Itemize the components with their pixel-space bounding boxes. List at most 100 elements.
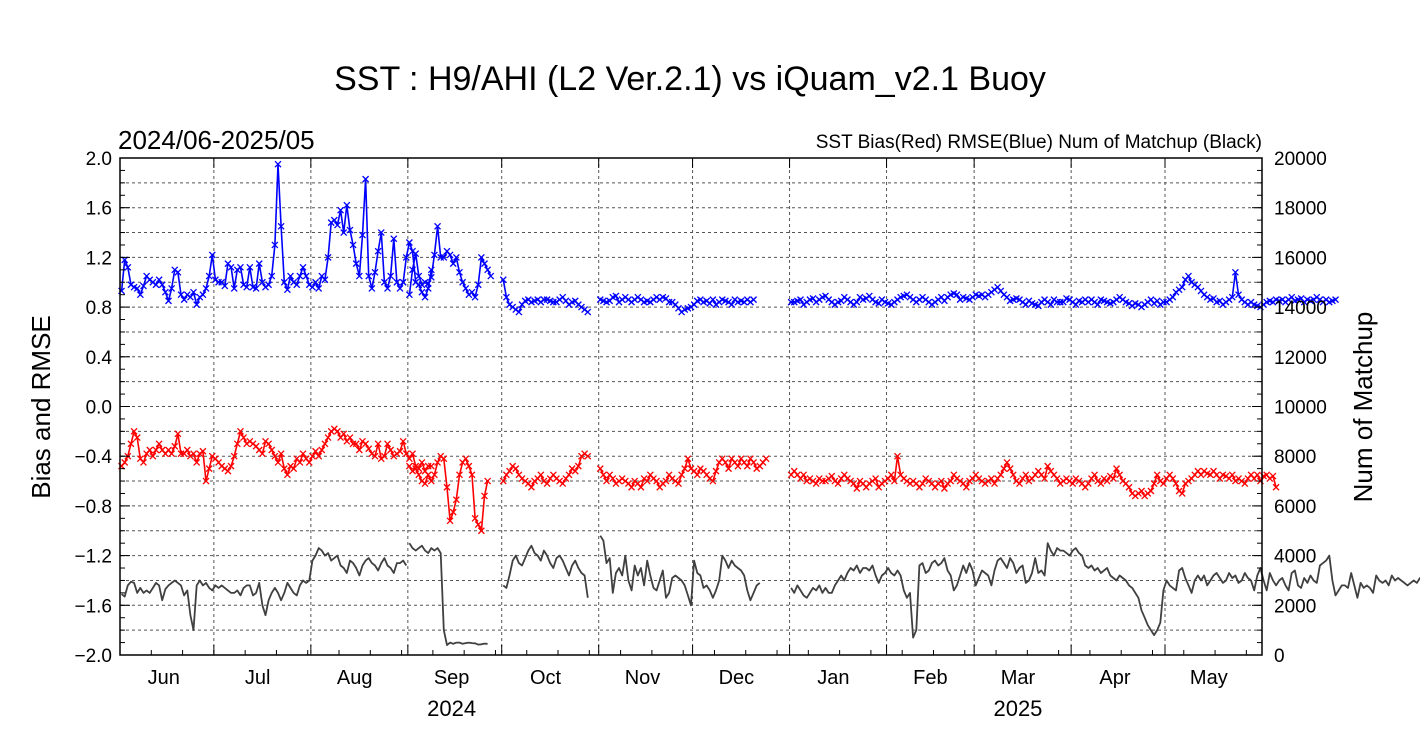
data-point [662,477,670,485]
data-point [962,483,970,491]
data-point [762,455,770,463]
x-month-label: May [1190,667,1228,689]
data-point [205,465,213,473]
data-point [308,283,316,291]
y-tick-label-right: 2000 [1274,596,1316,617]
x-month-label: Jul [245,667,271,689]
series-line [599,535,761,607]
data-point [1150,480,1158,487]
data-point [412,465,420,473]
data-point [199,291,207,299]
data-point [280,465,288,473]
data-point [1138,487,1145,495]
data-point [296,272,304,280]
data-point [681,465,689,473]
y-tick-label-left: 0.8 [86,298,112,319]
y-tick-label-left: −2.0 [74,646,112,667]
data-point [1044,462,1052,470]
series-rmse [118,160,1339,316]
data-point [168,450,176,458]
data-point [584,308,592,316]
series-line [790,542,1420,639]
data-point [280,278,288,286]
data-point [512,465,520,473]
data-point [468,471,476,479]
data-point [1147,487,1155,495]
data-point [853,298,861,306]
data-point [271,452,279,460]
data-point [149,452,157,460]
data-point [424,285,432,292]
data-point [675,480,682,487]
data-point [712,467,720,475]
data-point [233,440,241,448]
data-point [190,450,197,458]
data-point [312,278,320,286]
data-point [299,263,307,271]
data-point [440,455,448,463]
data-point [359,231,366,239]
data-point [1169,293,1177,301]
data-point [333,221,341,229]
y-tick-label-right: 4000 [1274,547,1316,568]
data-point [953,291,961,299]
data-point [349,241,357,249]
data-point [1178,283,1186,291]
data-point [287,272,294,280]
data-point [424,280,432,287]
y-tick-label-left: 1.6 [86,199,112,220]
data-point [352,440,360,448]
data-point [365,445,373,453]
data-point [800,471,808,479]
y-tick-label-right: 16000 [1274,248,1327,269]
data-point [399,278,407,286]
x-year-label: 2025 [993,696,1042,721]
data-point [337,206,345,214]
data-point [446,251,454,259]
data-point [265,440,273,448]
data-point [227,263,235,271]
data-point [127,440,135,448]
data-point [268,272,276,280]
data-point [140,282,147,290]
data-point [352,260,360,268]
data-point [1116,471,1124,479]
data-point [202,477,210,485]
data-point [1109,475,1117,483]
data-point [462,285,470,292]
data-point [997,471,1005,479]
data-point [362,440,370,448]
x-month-label: Dec [719,667,755,689]
data-point [271,241,279,249]
data-point [750,296,758,304]
data-point [277,450,285,458]
y-tick-label-right: 8000 [1274,447,1316,468]
data-point [1069,480,1077,487]
data-point [1178,490,1186,497]
data-point [236,263,244,271]
data-point [405,291,413,299]
data-point [396,285,404,292]
data-point [1000,465,1008,473]
data-point [133,285,141,292]
data-point [168,285,176,292]
data-point [230,452,238,460]
data-point [484,266,492,274]
data-point [415,471,423,479]
data-point [174,430,182,438]
y-tick-label-left: 2.0 [86,149,112,170]
data-point [584,452,592,460]
data-point [380,452,388,460]
data-point [177,291,185,299]
data-point [424,471,432,479]
data-point [193,301,201,309]
data-point [140,458,147,466]
data-point [186,293,194,301]
x-year-label: 2024 [427,696,476,721]
data-point [377,229,385,237]
data-point [834,480,842,487]
data-point [1159,480,1167,487]
y-tick-label-left: 1.2 [86,248,112,269]
data-point [887,471,895,479]
data-point [387,446,395,454]
